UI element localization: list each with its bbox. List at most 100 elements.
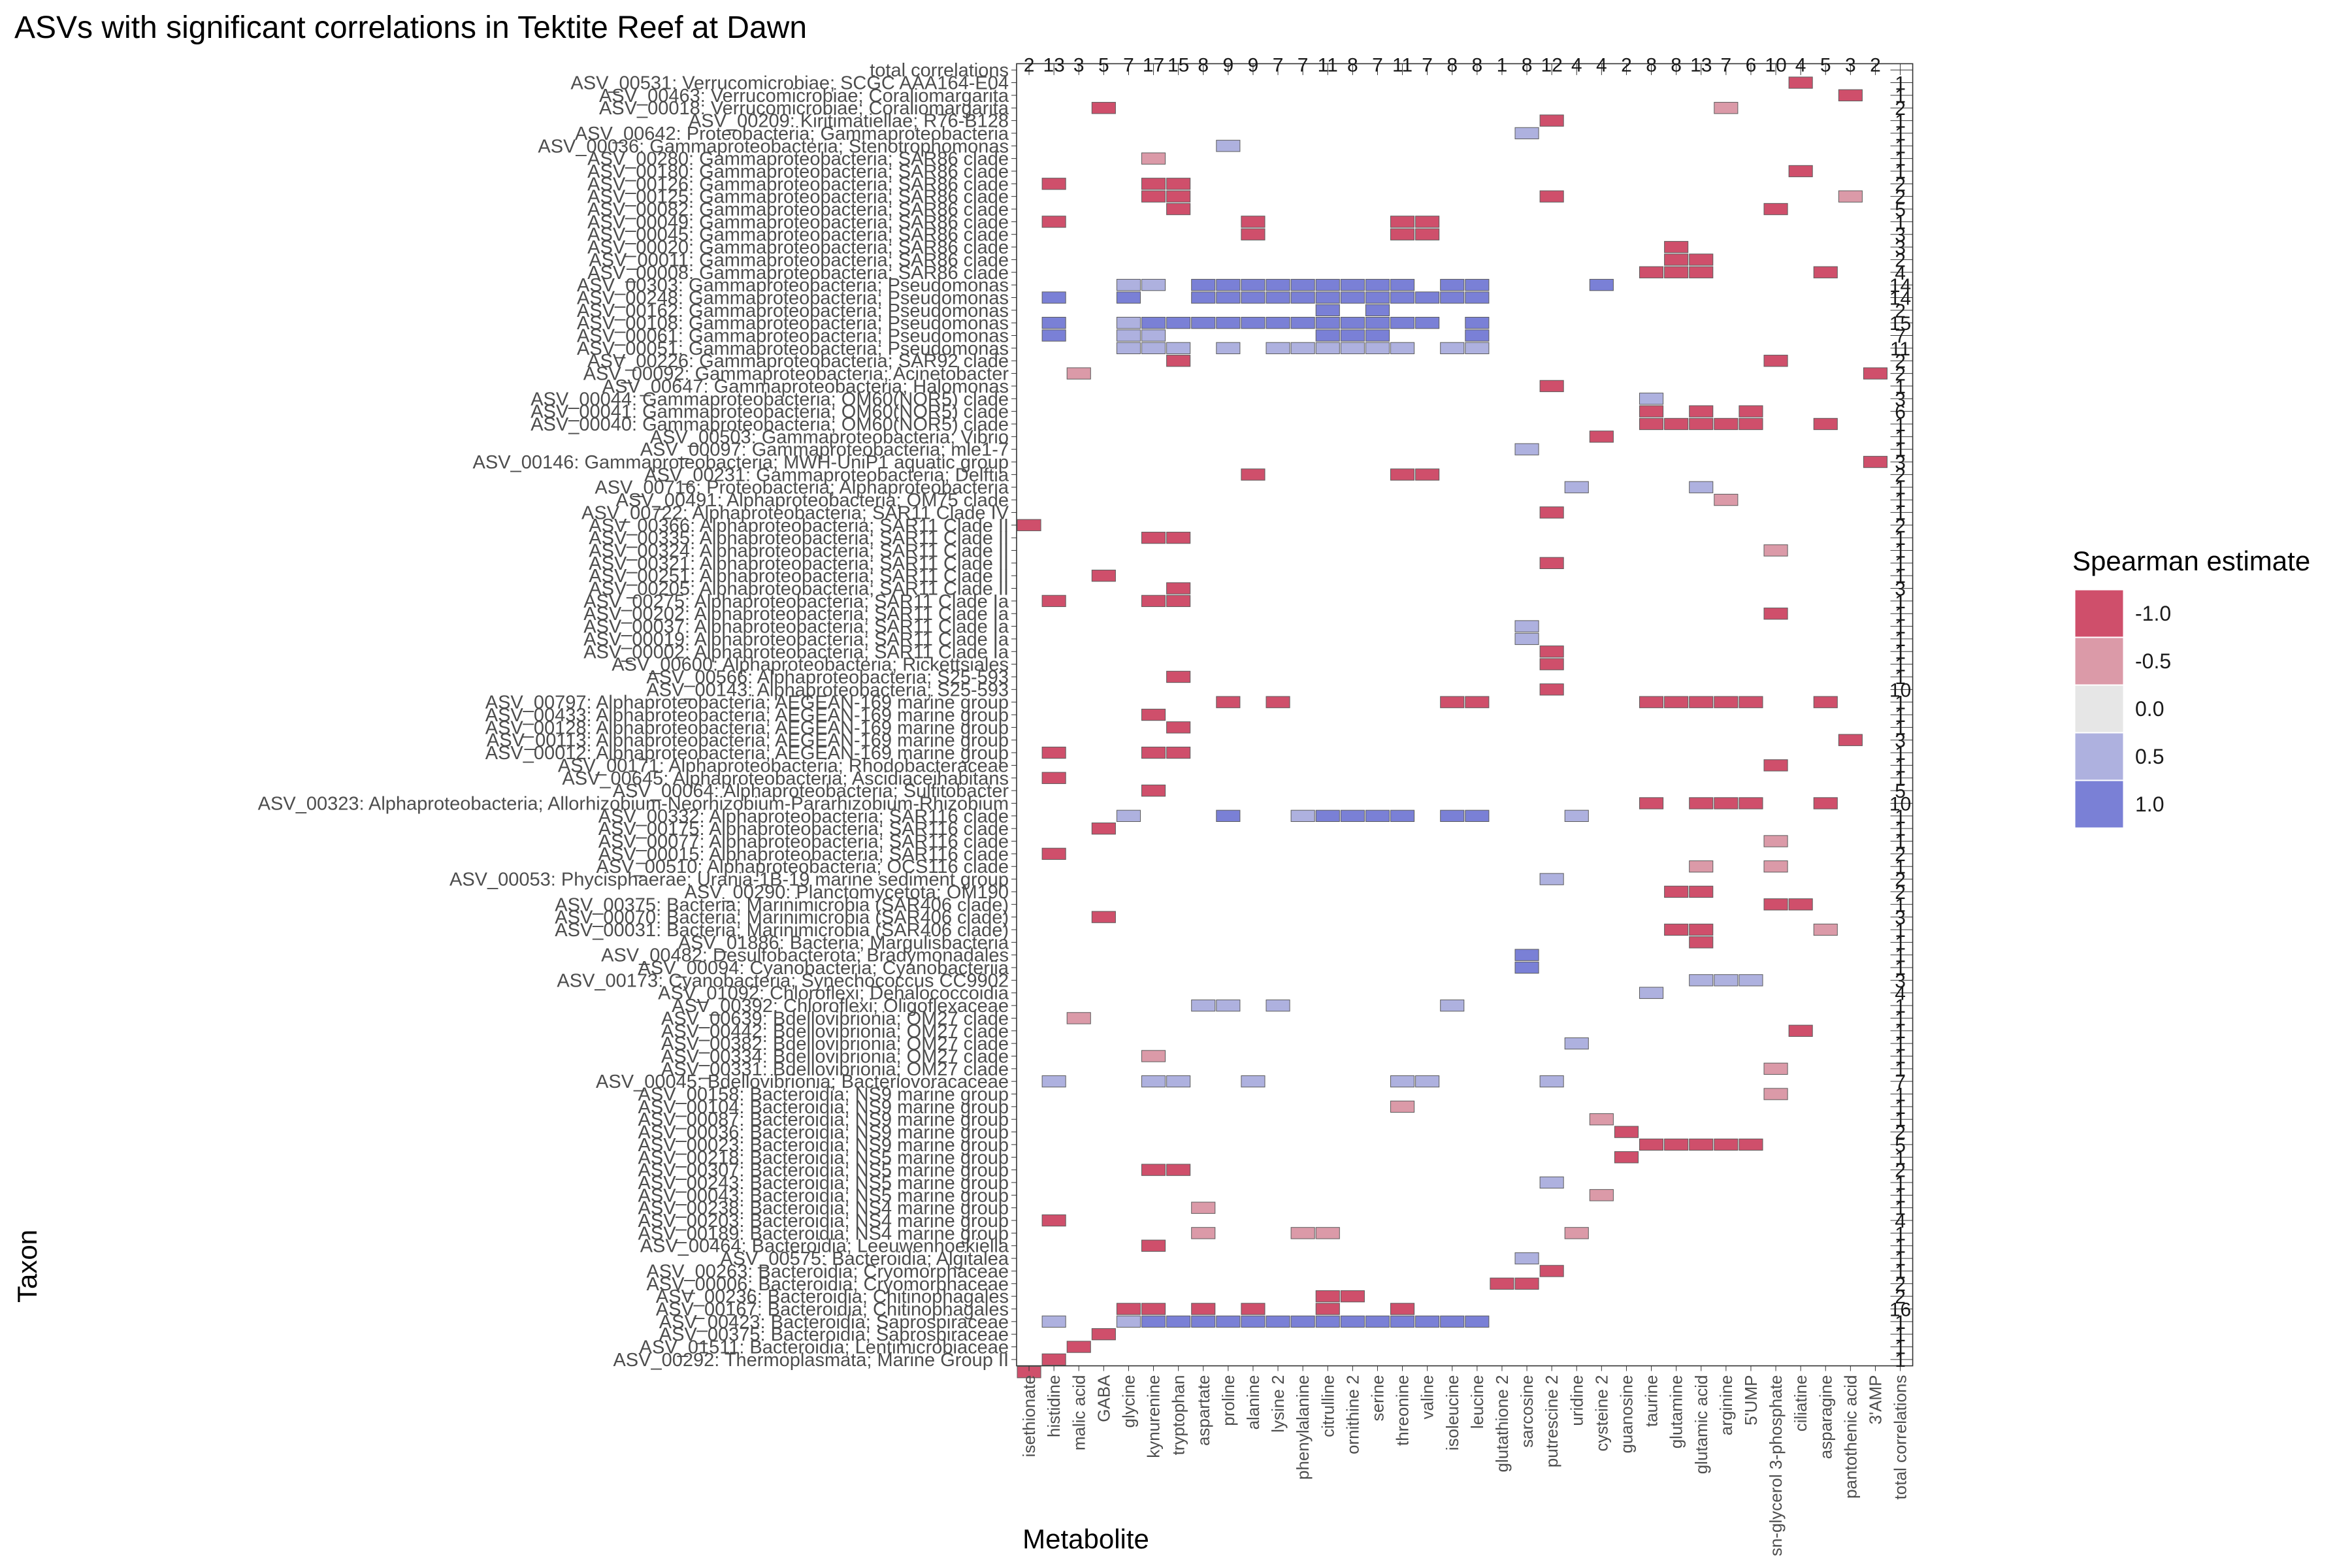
heatmap-cell	[1838, 190, 1863, 203]
y-tick-label: ASV_00043: Bacteroidia; NS5 marine group	[638, 1185, 1009, 1206]
heatmap-cell	[1390, 228, 1415, 240]
row-total-label: 1	[1895, 1236, 1906, 1258]
heatmap-cell	[1714, 974, 1739, 987]
y-tick-label: ASV_00334: Bdellovibrionia; OM27 clade	[661, 1046, 1009, 1067]
x-tick-label: malic acid	[1069, 1375, 1088, 1451]
heatmap-cell	[1041, 746, 1066, 759]
heatmap-cell	[1714, 696, 1739, 708]
row-total-label: 1	[1895, 1109, 1906, 1131]
heatmap-cell	[1191, 317, 1216, 329]
heatmap-cell	[1639, 266, 1664, 278]
row-total-label: 4	[1895, 1211, 1906, 1232]
row-total-label: 1	[1895, 819, 1906, 840]
row-total-label: 1	[1895, 1085, 1906, 1106]
row-total-label: 1	[1895, 932, 1906, 954]
x-tick-label: proline	[1218, 1375, 1238, 1426]
heatmap-cell	[1664, 1138, 1689, 1151]
heatmap-cell	[1539, 1265, 1564, 1277]
heatmap-cell	[1539, 1075, 1564, 1088]
column-total-label: 3	[1845, 55, 1856, 76]
heatmap-cell	[1415, 216, 1440, 228]
y-tick-label: ASV_00332: Alphaproteobacteria; SAR116 c…	[598, 806, 1009, 827]
heatmap-cell	[1714, 102, 1739, 114]
row-total-label: 1	[1895, 705, 1906, 727]
row-total-label: 1	[1895, 161, 1906, 183]
y-tick-label: ASV_00125: Gammaproteobacteria; SAR86 cl…	[587, 187, 1009, 208]
row-total-label: 1	[1895, 478, 1906, 499]
row-total-label: 1	[1895, 1337, 1906, 1359]
x-tick-label: threonine	[1393, 1375, 1413, 1446]
column-total-label: 11	[1392, 55, 1413, 76]
y-tick-label: total correlations	[870, 60, 1009, 81]
heatmap-cell	[1490, 1277, 1514, 1290]
y-tick-label: ASV_00797: Alphaproteobacteria; AEGEAN-1…	[485, 693, 1009, 713]
heatmap-cell	[1739, 797, 1763, 809]
y-tick-label: ASV_00008: Gammaproteobacteria; SAR86 cl…	[587, 263, 1009, 284]
column-total-label: 15	[1168, 55, 1189, 76]
y-tick-label: ASV_00036: Bacteroidia; NS9 marine group	[638, 1122, 1009, 1143]
x-tick-label: aspartate	[1194, 1375, 1213, 1446]
column-total-label: 10	[1765, 55, 1786, 76]
heatmap-cell	[1116, 278, 1141, 291]
heatmap-cell	[1141, 708, 1166, 721]
heatmap-cell	[1216, 342, 1241, 355]
row-total-label: 2	[1895, 364, 1906, 385]
heatmap-cell	[1216, 696, 1241, 708]
heatmap-cell	[1589, 431, 1614, 443]
heatmap-cell	[1763, 544, 1788, 557]
y-tick-label: ASV_00040: Gammaproteobacteria; OM60(NOR…	[531, 414, 1009, 435]
heatmap-cell	[1739, 405, 1763, 417]
legend-keys: -1.0 -0.5 0.0 0.5 1.0	[2074, 589, 2171, 828]
heatmap-cell	[1763, 1088, 1788, 1100]
y-tick-label: ASV_00375: Bacteria; Marinimicrobia (SAR…	[555, 894, 1009, 915]
chart-title: ASVs with significant correlations in Te…	[14, 10, 807, 45]
row-total-label: 3	[1895, 970, 1906, 992]
y-tick-label: ASV_00002: Alphaproteobacteria; SAR11 Cl…	[583, 642, 1009, 662]
heatmap-cell	[1514, 1277, 1539, 1290]
row-total-label: 1	[1895, 958, 1906, 979]
heatmap-cell	[1539, 114, 1564, 127]
heatmap-cell	[1315, 304, 1340, 316]
heatmap-cell	[1390, 291, 1415, 304]
heatmap-cell	[1116, 291, 1141, 304]
y-tick-label: ASV_00290: Planctomycetota; OM190	[684, 882, 1009, 903]
heatmap-cell	[1166, 355, 1191, 367]
y-tick-label: ASV_00082: Gammaproteobacteria; SAR86 cl…	[587, 199, 1009, 220]
heatmap-cell	[1091, 570, 1116, 582]
heatmap-cell	[1664, 417, 1689, 431]
heatmap-cell	[1266, 317, 1290, 329]
row-total-label: 1	[1895, 642, 1906, 663]
heatmap-cell	[1440, 1315, 1465, 1328]
row-total-label: 1	[1895, 655, 1906, 676]
heatmap-cell	[1216, 1315, 1241, 1328]
row-total-label: 3	[1895, 579, 1906, 600]
row-total-label: 2	[1895, 1122, 1906, 1144]
row-total-label: 15	[1889, 313, 1911, 335]
heatmap-cell	[1539, 506, 1564, 519]
row-total-label: 3	[1895, 225, 1906, 246]
row-total-label: 10	[1889, 793, 1911, 815]
heatmap-cell	[1689, 974, 1714, 987]
heatmap-cell	[1166, 317, 1191, 329]
heatmap-cell	[1763, 203, 1788, 216]
row-total-label: 11	[1890, 338, 1910, 360]
y-tick-label: ASV_00173: Cyanobacteria; Synechococcus …	[557, 970, 1009, 991]
heatmap-cell	[1788, 1024, 1813, 1037]
heatmap-cell	[1141, 746, 1166, 759]
column-total-label: 9	[1248, 55, 1259, 76]
heatmap-cell	[1689, 253, 1714, 266]
heatmap-cell	[1739, 974, 1763, 987]
column-total-label: 4	[1795, 55, 1806, 76]
heatmap-cell	[1440, 291, 1465, 304]
y-tick-label: ASV_00051: Gammaproteobacteria; Pseudomo…	[577, 338, 1009, 359]
y-tick-label: ASV_00375: Bacteroidia; Saprospiraceae	[659, 1324, 1009, 1345]
row-total-label: 7	[1895, 1071, 1906, 1093]
y-tick-label: ASV_01886: Bacteria; Margulisbacteria	[678, 932, 1009, 953]
row-total-label: 1	[1895, 996, 1906, 1017]
heatmap-cell	[1390, 809, 1415, 823]
heatmap-cell	[1216, 999, 1241, 1012]
y-tick-label: ASV_00049: Gammaproteobacteria; SAR86 cl…	[587, 212, 1009, 233]
plot-panel	[1016, 63, 1914, 1367]
y-tick-label: ASV_00280: Gammaproteobacteria; SAR86 cl…	[587, 149, 1009, 170]
heatmap-cell	[1838, 89, 1863, 102]
